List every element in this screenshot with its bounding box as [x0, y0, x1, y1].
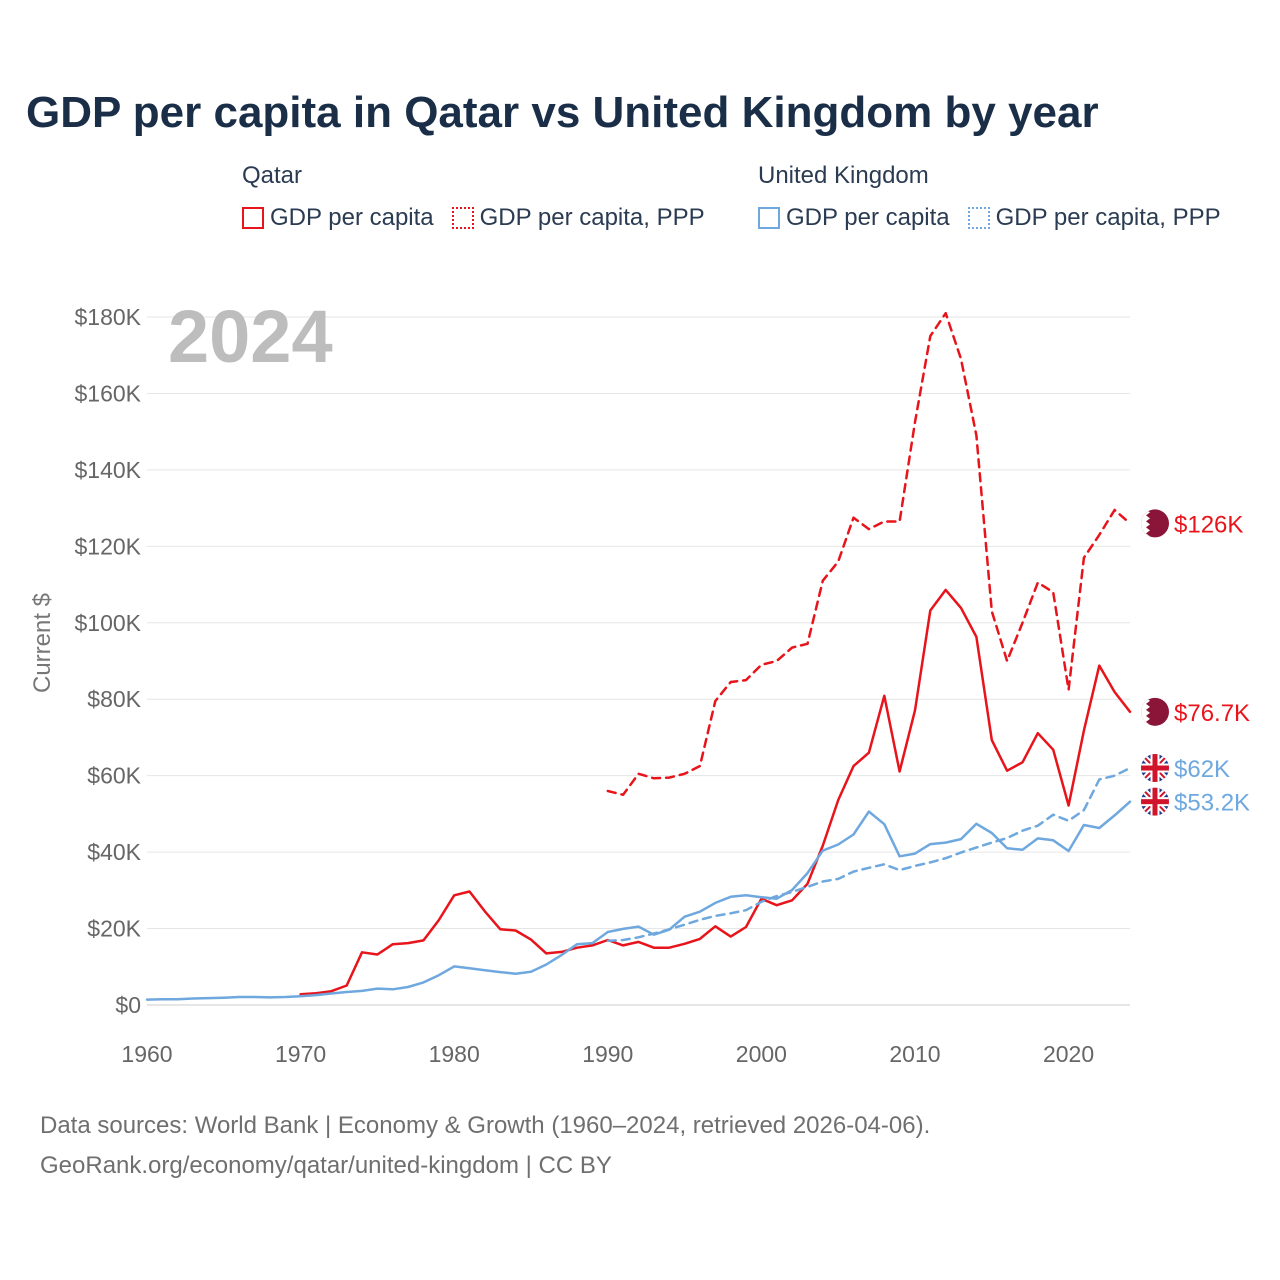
- line-chart: $0 $20K $40K $60K $80K $100K $120K $140K $160K $1…: [29, 295, 1250, 1067]
- series-line-0: [606, 311, 1132, 797]
- series-end-markers: $126K $76.7K $62K $53.2K: [1141, 509, 1250, 817]
- qatar-flag-icon: [1141, 697, 1169, 726]
- y-tick-label: $40K: [87, 839, 141, 865]
- legend-swatch-dotted-icon: [451, 207, 474, 229]
- source-line-1: Data sources: World Bank | Economy & Gro…: [40, 1112, 931, 1139]
- series-line-1: [299, 588, 1132, 996]
- legend-group-title-uk: United Kingdom: [758, 162, 929, 189]
- y-tick-label: $0: [115, 992, 141, 1018]
- legend-swatch-solid-icon: [242, 207, 264, 229]
- legend-label: GDP per capita, PPP: [995, 204, 1221, 231]
- uk-flag-icon: [1141, 787, 1169, 816]
- y-tick-label: $160K: [74, 380, 141, 406]
- legend-item-uk-gdp[interactable]: GDP per capita: [758, 204, 950, 232]
- y-tick-label: $60K: [87, 763, 141, 789]
- series-end-label: $62K: [1174, 756, 1230, 783]
- x-tick-label: 1990: [582, 1041, 633, 1067]
- legend-item-uk-gdp-ppp[interactable]: GDP per capita, PPP: [967, 204, 1221, 232]
- x-tick-label: 2010: [889, 1041, 940, 1067]
- flag-serration: [1141, 509, 1150, 538]
- series-lines: [145, 311, 1132, 1001]
- legend-swatch-dotted-icon: [967, 207, 990, 229]
- page-title: GDP per capita in Qatar vs United Kingdo…: [26, 88, 1099, 137]
- gridlines: [147, 316, 1130, 930]
- x-tick-label: 1980: [429, 1041, 480, 1067]
- series-line-3: [145, 800, 1132, 1001]
- y-tick-label: $180K: [74, 304, 141, 330]
- legend-item-qatar-gdp[interactable]: GDP per capita: [242, 204, 434, 232]
- source-line-2[interactable]: GeoRank.org/economy/qatar/united-kingdom…: [40, 1152, 612, 1179]
- legend-group-qatar: Qatar GDP per capita GDP per capita, PPP: [242, 162, 705, 232]
- y-axis-label: Current $: [29, 593, 56, 693]
- year-watermark: 2024: [168, 295, 333, 378]
- series-end-label: $126K: [1174, 511, 1243, 538]
- legend-item-qatar-gdp-ppp[interactable]: GDP per capita, PPP: [451, 204, 705, 232]
- flag-clip: [1141, 697, 1150, 726]
- flag-cross-red: [1152, 787, 1158, 816]
- legend-group-uk: United Kingdom GDP per capita GDP per ca…: [758, 162, 1221, 232]
- y-tick-label: $20K: [87, 916, 141, 942]
- flag-cross-red: [1152, 754, 1158, 783]
- uk-flag-icon: [1141, 754, 1169, 783]
- x-tick-label: 2000: [736, 1041, 787, 1067]
- source-note: Data sources: World Bank | Economy & Gro…: [40, 1106, 930, 1186]
- legend-group-title-qatar: Qatar: [242, 162, 303, 189]
- x-tick-label: 2020: [1043, 1041, 1094, 1067]
- series-end-label: $76.7K: [1174, 700, 1250, 727]
- legend-label: GDP per capita: [786, 204, 950, 231]
- x-axis-ticks: 1960 1970 1980 1990 2000 2010 2020: [121, 1041, 1094, 1067]
- flag-clip: [1141, 754, 1169, 783]
- y-tick-label: $120K: [74, 533, 141, 559]
- qatar-flag-icon: [1141, 509, 1169, 538]
- flag-clip: [1141, 787, 1169, 816]
- flag-clip: [1141, 509, 1150, 538]
- series-end-label: $53.2K: [1174, 790, 1250, 817]
- legend-swatch-solid-icon: [758, 207, 780, 229]
- series-line-2: [606, 766, 1132, 943]
- legend-label: GDP per capita: [270, 204, 434, 231]
- x-tick-label: 1960: [121, 1041, 172, 1067]
- y-tick-label: $100K: [74, 610, 141, 636]
- flag-serration: [1141, 697, 1150, 726]
- x-tick-label: 1970: [275, 1041, 326, 1067]
- y-tick-label: $140K: [74, 457, 141, 483]
- y-axis-ticks: $0 $20K $40K $60K $80K $100K $120K $140K $160K $1…: [74, 304, 141, 1018]
- legend-label: GDP per capita, PPP: [479, 204, 705, 231]
- y-tick-label: $80K: [87, 686, 141, 712]
